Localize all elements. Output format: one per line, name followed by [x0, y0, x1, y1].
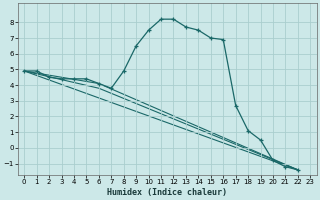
X-axis label: Humidex (Indice chaleur): Humidex (Indice chaleur) — [107, 188, 227, 197]
